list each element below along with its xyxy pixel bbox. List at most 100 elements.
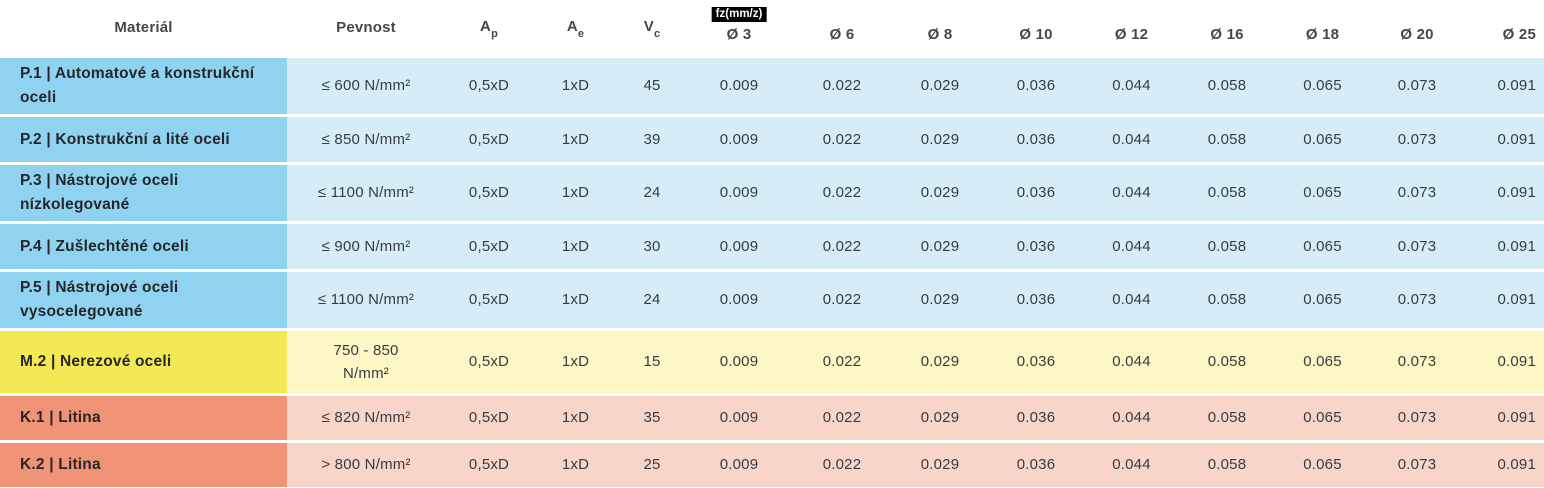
fz-d18-cell: 0.065 xyxy=(1275,165,1370,225)
pevnost-cell: ≤ 820 N/mm² xyxy=(287,396,445,444)
ae-cell: 1xD xyxy=(533,224,618,273)
fz-d20-cell: 0.073 xyxy=(1370,165,1464,225)
fz-d25-cell: 0.091 xyxy=(1464,58,1544,118)
col-header-diameter-25: Ø 25 xyxy=(1464,0,1544,58)
ae-cell: 1xD xyxy=(533,272,618,332)
fz-d18-cell: 0.065 xyxy=(1275,58,1370,118)
fz-d16-cell: 0.058 xyxy=(1179,117,1275,166)
fz-d25-cell: 0.091 xyxy=(1464,117,1544,166)
ae-subscript: e xyxy=(577,27,585,40)
col-header-diameter-6: Ø 6 xyxy=(792,0,892,58)
col-header-diameter-3: fz(mm/z) Ø 3 xyxy=(686,0,792,58)
ae-cell: 1xD xyxy=(533,396,618,444)
table-row: K.2 | Litina > 800 N/mm² 0,5xD 1xD 25 0.… xyxy=(0,443,1544,488)
ap-subscript: p xyxy=(491,27,498,40)
fz-d10-cell: 0.036 xyxy=(988,272,1084,332)
fz-d20-cell: 0.073 xyxy=(1370,396,1464,444)
fz-d18-cell: 0.065 xyxy=(1275,117,1370,166)
ap-cell: 0,5xD xyxy=(445,396,533,444)
ap-cell: 0,5xD xyxy=(445,443,533,488)
ap-cell: 0,5xD xyxy=(445,165,533,225)
pevnost-cell: 750 - 850 N/mm² xyxy=(287,331,445,397)
fz-d3-cell: 0.009 xyxy=(686,165,792,225)
vc-cell: 24 xyxy=(618,272,686,332)
fz-d10-cell: 0.036 xyxy=(988,331,1084,397)
fz-d8-cell: 0.029 xyxy=(892,117,988,166)
fz-d10-cell: 0.036 xyxy=(988,117,1084,166)
fz-d16-cell: 0.058 xyxy=(1179,165,1275,225)
fz-d20-cell: 0.073 xyxy=(1370,443,1464,488)
ae-cell: 1xD xyxy=(533,117,618,166)
col-header-diameter-20: Ø 20 xyxy=(1370,0,1464,58)
col-header-diameter-16: Ø 16 xyxy=(1179,0,1275,58)
vc-cell: 39 xyxy=(618,117,686,166)
ap-cell: 0,5xD xyxy=(445,272,533,332)
fz-d18-cell: 0.065 xyxy=(1275,224,1370,273)
col-header-pevnost: Pevnost xyxy=(287,0,445,58)
col-header-diameter-12: Ø 12 xyxy=(1084,0,1179,58)
col-header-material: Materiál xyxy=(0,0,287,58)
col-header-ae: Ae xyxy=(533,0,618,58)
fz-d3-cell: 0.009 xyxy=(686,224,792,273)
pevnost-cell: ≤ 1100 N/mm² xyxy=(287,165,445,225)
material-cell: P.3 | Nástrojové oceli nízkolegované xyxy=(0,165,287,225)
fz-d10-cell: 0.036 xyxy=(988,165,1084,225)
vc-label: V xyxy=(643,17,654,35)
fz-d25-cell: 0.091 xyxy=(1464,396,1544,444)
ap-cell: 0,5xD xyxy=(445,331,533,397)
fz-d3-cell: 0.009 xyxy=(686,331,792,397)
table-row: K.1 | Litina ≤ 820 N/mm² 0,5xD 1xD 35 0.… xyxy=(0,396,1544,444)
fz-d10-cell: 0.036 xyxy=(988,396,1084,444)
col-header-ap: Ap xyxy=(445,0,533,58)
fz-d6-cell: 0.022 xyxy=(792,58,892,118)
pevnost-cell: ≤ 600 N/mm² xyxy=(287,58,445,118)
fz-d8-cell: 0.029 xyxy=(892,58,988,118)
col-header-diameter-18: Ø 18 xyxy=(1275,0,1370,58)
material-cell: K.2 | Litina xyxy=(0,443,287,488)
fz-d6-cell: 0.022 xyxy=(792,443,892,488)
header-row: Materiál Pevnost Ap Ae Vc fz(mm/z) Ø 3 Ø… xyxy=(0,0,1544,58)
fz-d18-cell: 0.065 xyxy=(1275,396,1370,444)
fz-d6-cell: 0.022 xyxy=(792,224,892,273)
fz-d16-cell: 0.058 xyxy=(1179,331,1275,397)
col-header-diameter-8: Ø 8 xyxy=(892,0,988,58)
fz-d12-cell: 0.044 xyxy=(1084,331,1179,397)
fz-d3-cell: 0.009 xyxy=(686,272,792,332)
ae-cell: 1xD xyxy=(533,58,618,118)
table-row: P.2 | Konstrukční a lité oceli ≤ 850 N/m… xyxy=(0,117,1544,166)
fz-d10-cell: 0.036 xyxy=(988,58,1084,118)
material-cell: P.2 | Konstrukční a lité oceli xyxy=(0,117,287,166)
table-row: P.5 | Nástrojové oceli vysocelegované ≤ … xyxy=(0,272,1544,332)
fz-unit-badge: fz(mm/z) xyxy=(711,7,767,22)
material-cell: P.5 | Nástrojové oceli vysocelegované xyxy=(0,272,287,332)
fz-d12-cell: 0.044 xyxy=(1084,117,1179,166)
vc-cell: 15 xyxy=(618,331,686,397)
fz-d18-cell: 0.065 xyxy=(1275,331,1370,397)
fz-d6-cell: 0.022 xyxy=(792,117,892,166)
fz-d10-cell: 0.036 xyxy=(988,224,1084,273)
ae-cell: 1xD xyxy=(533,443,618,488)
fz-d6-cell: 0.022 xyxy=(792,331,892,397)
fz-d12-cell: 0.044 xyxy=(1084,224,1179,273)
fz-d25-cell: 0.091 xyxy=(1464,443,1544,488)
fz-d25-cell: 0.091 xyxy=(1464,165,1544,225)
ap-cell: 0,5xD xyxy=(445,117,533,166)
fz-d20-cell: 0.073 xyxy=(1370,224,1464,273)
pevnost-cell: > 800 N/mm² xyxy=(287,443,445,488)
fz-d16-cell: 0.058 xyxy=(1179,443,1275,488)
pevnost-cell: ≤ 900 N/mm² xyxy=(287,224,445,273)
fz-d18-cell: 0.065 xyxy=(1275,272,1370,332)
table-row: P.1 | Automatové a konstrukční oceli ≤ 6… xyxy=(0,58,1544,118)
col-header-vc: Vc xyxy=(618,0,686,58)
ae-cell: 1xD xyxy=(533,165,618,225)
ae-cell: 1xD xyxy=(533,331,618,397)
fz-d8-cell: 0.029 xyxy=(892,165,988,225)
fz-d20-cell: 0.073 xyxy=(1370,58,1464,118)
fz-d12-cell: 0.044 xyxy=(1084,58,1179,118)
material-cell: M.2 | Nerezové oceli xyxy=(0,331,287,397)
fz-d25-cell: 0.091 xyxy=(1464,272,1544,332)
fz-d20-cell: 0.073 xyxy=(1370,331,1464,397)
table-row: M.2 | Nerezové oceli 750 - 850 N/mm² 0,5… xyxy=(0,331,1544,397)
